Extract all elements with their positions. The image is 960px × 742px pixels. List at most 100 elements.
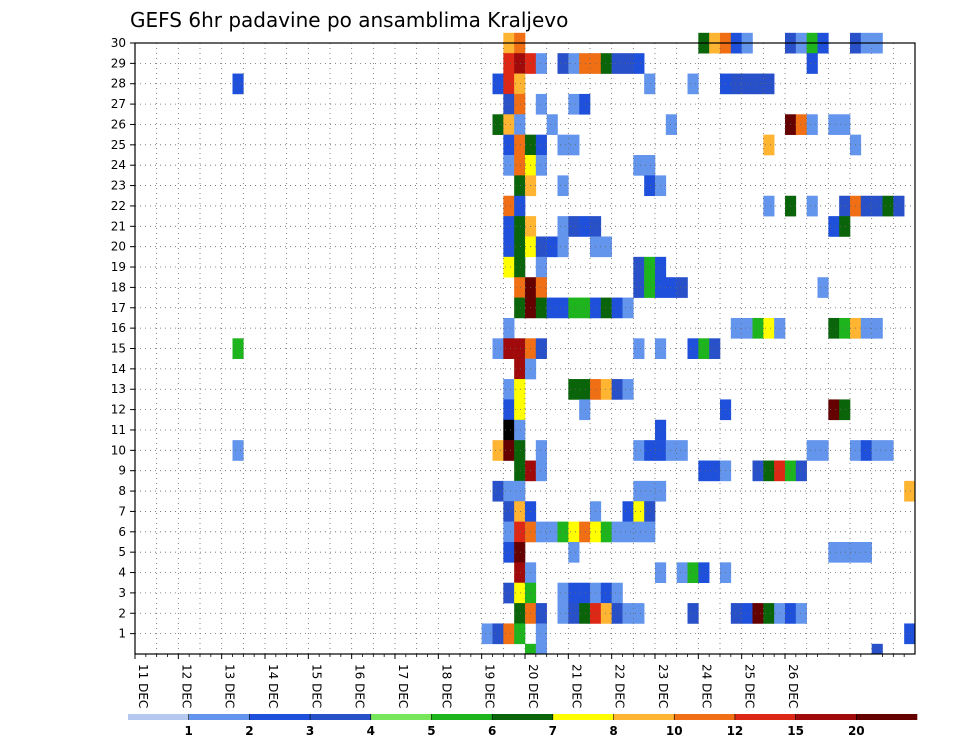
heatmap-cell: [806, 440, 818, 461]
y-tick-label: 3: [118, 586, 126, 600]
y-tick-label: 23: [111, 179, 126, 193]
heatmap-cell: [503, 317, 515, 339]
x-tick-label: 22 DEC: [613, 664, 627, 708]
heatmap-cell: [687, 562, 699, 584]
heatmap-cell: [557, 216, 569, 237]
heatmap-cell: [514, 277, 526, 298]
heatmap-cell: [503, 155, 515, 176]
heatmap-cell: [763, 73, 775, 95]
heatmap-cell: [514, 623, 526, 645]
heatmap-cell: [860, 195, 872, 217]
heatmap-cell: [611, 603, 623, 624]
x-tick-label: 12 DEC: [179, 664, 193, 708]
heatmap-cell: [557, 53, 569, 74]
heatmap-cell: [503, 501, 515, 522]
heatmap-cell: [557, 236, 569, 258]
heatmap-cell: [514, 440, 526, 461]
heatmap-cell: [806, 53, 818, 74]
heatmap-cell: [828, 317, 840, 339]
y-tick-label: 10: [111, 443, 126, 457]
heatmap-cell: [492, 480, 504, 502]
heatmap-cell: [860, 541, 872, 563]
heatmap-cell: [633, 338, 645, 359]
legend-swatch: [249, 714, 311, 720]
heatmap-cell: [871, 317, 883, 339]
y-tick-label: 14: [111, 362, 126, 376]
heatmap-cell: [514, 562, 526, 584]
heatmap-cell: [795, 603, 807, 624]
heatmap-cell: [514, 236, 526, 258]
legend-swatch: [795, 714, 857, 720]
y-tick-label: 9: [118, 464, 126, 478]
heatmap-cell: [730, 603, 742, 624]
heatmap-cell: [579, 297, 591, 319]
x-tick-label: 20 DEC: [526, 664, 540, 708]
heatmap-cell: [492, 338, 504, 359]
heatmap-cell: [503, 216, 515, 237]
heatmap-cell: [904, 480, 916, 502]
heatmap-cell: [568, 582, 580, 604]
legend-swatch: [370, 714, 432, 720]
heatmap-cell: [514, 501, 526, 522]
x-tick-label: 24 DEC: [699, 664, 713, 708]
heatmap-cell: [644, 175, 656, 197]
heatmap-cell: [752, 317, 764, 339]
heatmap-cell: [525, 643, 537, 655]
y-tick-label: 21: [111, 219, 126, 233]
heatmap-cell: [503, 379, 515, 400]
heatmap-cell: [557, 521, 569, 543]
heatmap-cell: [492, 73, 504, 95]
heatmap-cell: [839, 114, 851, 135]
heatmap-cell: [676, 562, 688, 584]
heatmap-cell: [514, 480, 526, 502]
y-tick-label: 18: [111, 280, 126, 294]
heatmap-cell: [535, 338, 547, 359]
heatmap-cell: [839, 399, 851, 421]
y-tick-label: 22: [111, 199, 126, 213]
heatmap-cell: [514, 175, 526, 197]
heatmap-cell: [752, 460, 764, 482]
y-tick-label: 6: [118, 525, 126, 539]
heatmap-cell: [579, 582, 591, 604]
x-tick-label: 17 DEC: [396, 664, 410, 708]
y-tick-label: 16: [111, 321, 126, 335]
y-tick-label: 29: [111, 56, 126, 70]
x-tick-label: 25 DEC: [743, 664, 757, 708]
heatmap-cell: [514, 338, 526, 359]
heatmap-cell: [503, 256, 515, 278]
heatmap-cell: [611, 297, 623, 319]
heatmap-cell: [709, 338, 721, 359]
heatmap-cell: [503, 195, 515, 217]
heatmap-cell: [514, 216, 526, 237]
heatmap-cell: [568, 297, 580, 319]
axes: 1234567891011121314151617181920212223242…: [111, 36, 916, 708]
heatmap-cell: [579, 521, 591, 543]
heatmap-cell: [698, 460, 710, 482]
legend-swatch: [431, 714, 493, 720]
legend-label: 20: [848, 724, 865, 738]
heatmap-cell: [752, 603, 764, 624]
heatmap-cell: [568, 603, 580, 624]
y-tick-label: 28: [111, 77, 126, 91]
legend-label: 5: [427, 724, 435, 738]
heatmap-cell: [568, 53, 580, 74]
legend-swatch: [613, 714, 675, 720]
heatmap-cell: [503, 53, 515, 74]
heatmap-cell: [579, 53, 591, 74]
y-tick-label: 2: [118, 606, 126, 620]
heatmap-cell: [698, 338, 710, 359]
heatmap-cell: [514, 541, 526, 563]
heatmap-cell: [622, 379, 634, 400]
heatmap-cell: [839, 317, 851, 339]
heatmap-cell: [568, 216, 580, 237]
heatmap-cell: [514, 73, 526, 95]
heatmap-cell: [503, 419, 515, 441]
heatmap-cell: [687, 338, 699, 359]
y-tick-label: 24: [111, 158, 126, 172]
heatmap-cell: [481, 623, 493, 645]
heatmap-cell: [860, 317, 872, 339]
heatmap-cell: [763, 460, 775, 482]
heatmap-cell: [633, 480, 645, 502]
heatmap-cell: [687, 603, 699, 624]
